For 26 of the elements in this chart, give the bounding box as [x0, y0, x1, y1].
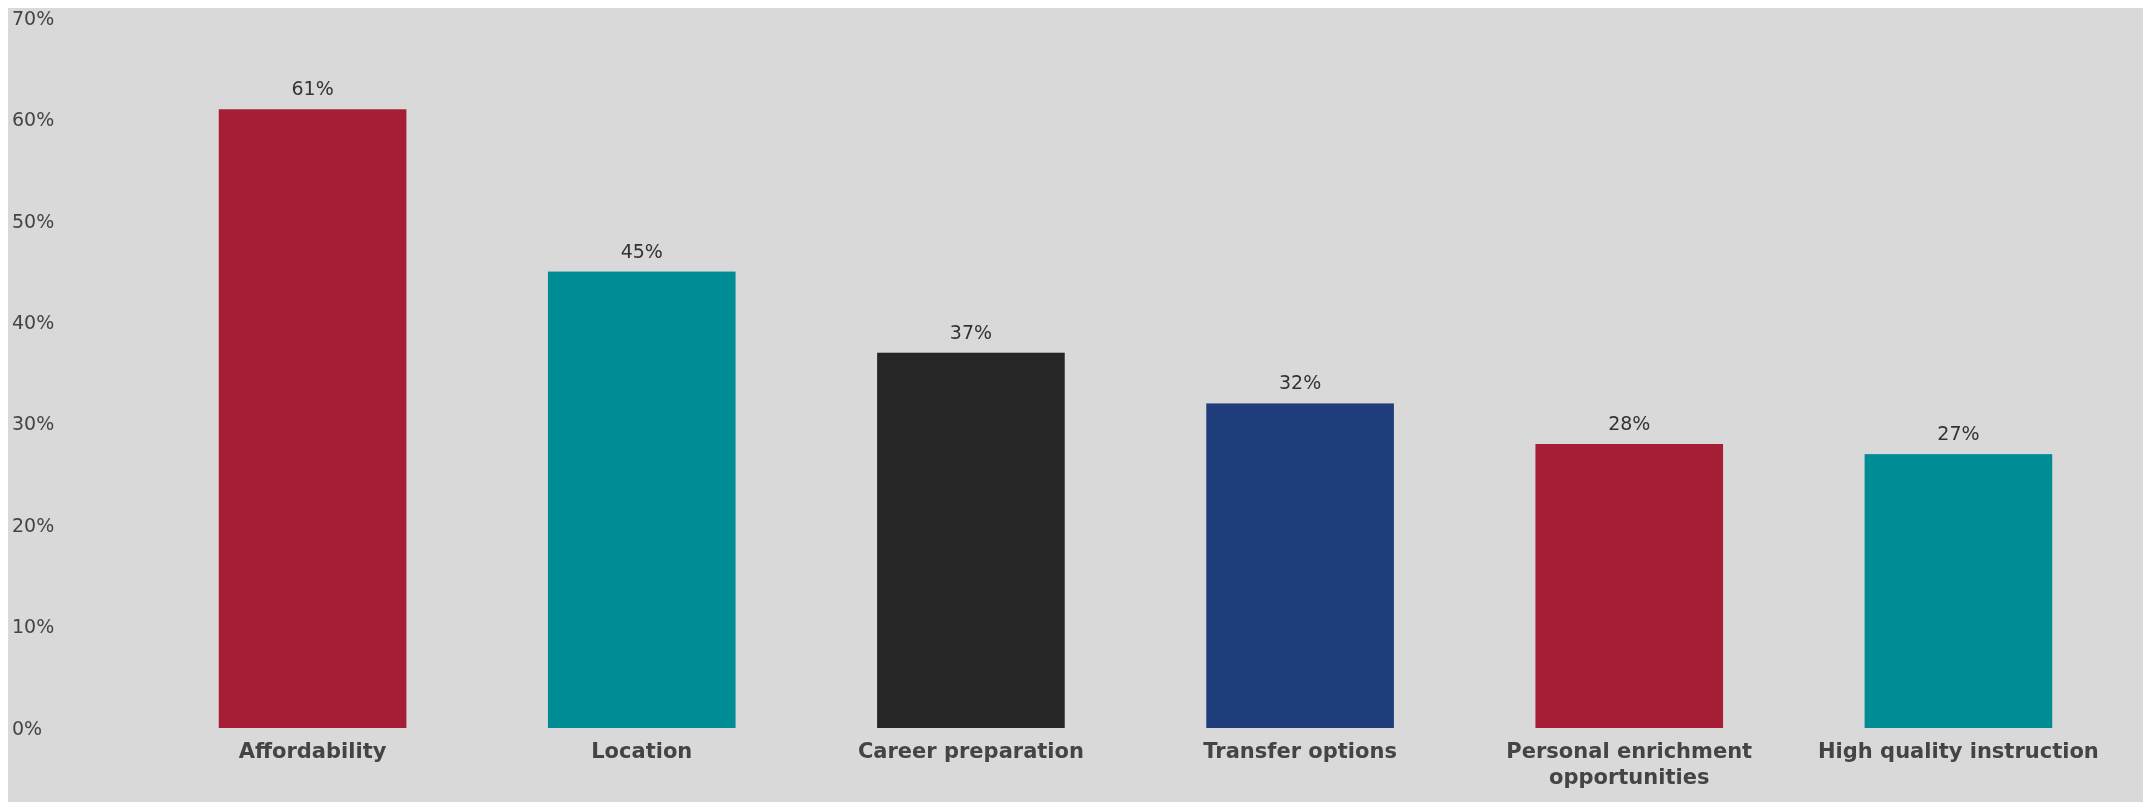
bar	[877, 352, 1065, 728]
x-tick-label: High quality instruction	[1818, 739, 2099, 763]
y-tick-label: 40%	[12, 310, 55, 333]
data-label: 61%	[291, 77, 334, 100]
y-tick-label: 50%	[12, 209, 55, 232]
data-label: 28%	[1608, 412, 1651, 434]
bar	[1864, 454, 2053, 728]
data-label: 27%	[1937, 422, 1980, 445]
y-tick-label: 60%	[12, 108, 55, 131]
x-tick-label: Location	[591, 739, 693, 763]
y-tick-label: 30%	[12, 412, 55, 435]
data-label: 45%	[620, 239, 663, 262]
x-tick-label: Career preparation	[857, 739, 1084, 763]
x-tick-label: Transfer options	[1203, 739, 1397, 763]
x-tick-label: Personal enrichment opportunities	[1506, 739, 1753, 789]
x-tick-label: Affordability	[238, 739, 387, 763]
y-tick-label: 20%	[12, 513, 55, 536]
bar	[547, 271, 736, 728]
bar	[1206, 403, 1394, 728]
y-tick-label: 0%	[12, 716, 43, 739]
y-tick-label: 10%	[12, 615, 55, 638]
data-label: 37%	[949, 320, 993, 343]
data-label: 32%	[1278, 371, 1322, 394]
y-tick-label: 70%	[12, 6, 55, 29]
bar	[1535, 444, 1724, 728]
bar	[218, 109, 407, 728]
